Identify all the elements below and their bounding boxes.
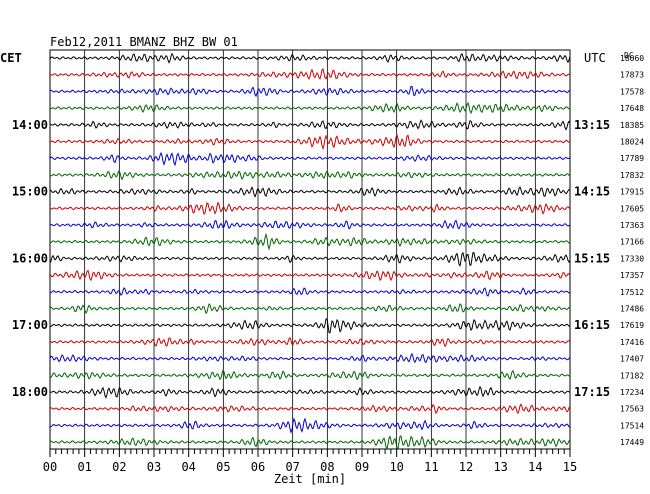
trace-line [49,269,571,282]
x-tick-label: 11 [424,460,438,474]
trace-line [49,336,571,348]
trace-line [49,385,571,399]
trace-line [49,101,571,115]
trace-line [49,369,571,381]
x-tick-label: 12 [459,460,473,474]
left-timezone-label: CET [0,51,22,65]
trace-line [49,352,571,364]
trace-line [49,119,571,131]
trace-line [49,403,571,415]
left-time-label: 16:00 [12,251,48,265]
dc-value: 18024 [620,138,644,147]
dc-value: 17416 [620,338,644,347]
dc-value: 17563 [620,405,644,414]
trace-line [49,219,571,230]
dc-value: 17605 [620,204,644,213]
dc-value: 17915 [620,188,644,197]
trace-line [49,286,571,297]
chart-title: Feb12,2011 BMANZ BHZ BW 01 [50,35,238,49]
right-time-label: 16:15 [574,318,610,332]
dc-value: 17619 [620,321,644,330]
x-tick-label: 08 [320,460,334,474]
trace-line [49,68,571,81]
left-time-label: 15:00 [12,185,48,199]
x-tick-label: 05 [216,460,230,474]
trace-line [49,303,571,315]
trace-line [49,169,571,181]
x-tick-label: 15 [563,460,577,474]
dc-column-header: DC [624,51,634,60]
trace-line [49,151,571,167]
trace-line [49,251,571,268]
dc-values: 18060 17873 17578 17648 18385 18024 17789 17832… [620,54,644,447]
time-axis: 00 01 02 03 04 05 06 07 08 09 10 11 12 13 14 15 [43,449,577,474]
dc-value: 17648 [620,104,644,113]
trace-line [49,133,571,151]
trace-line [49,186,571,198]
right-timezone-label: UTC [584,51,606,65]
trace-line [49,201,571,215]
x-tick-label: 00 [43,460,57,474]
dc-value: 18060 [620,54,644,63]
x-tick-label: 04 [181,460,195,474]
right-time-label: 13:15 [574,118,610,132]
dc-value: 17486 [620,305,644,314]
left-time-label: 17:00 [12,318,48,332]
seismic-traces [49,52,571,450]
x-tick-label: 14 [528,460,542,474]
dc-value: 17330 [620,254,644,263]
trace-line [49,232,571,251]
trace-line [49,417,571,434]
dc-value: 17407 [620,355,644,364]
dc-value: 17449 [620,438,644,447]
dc-value: 17514 [620,421,644,430]
x-tick-label: 09 [355,460,369,474]
right-time-labels: 13:15 14:15 15:15 16:15 17:15 [574,118,610,399]
trace-line [49,317,571,334]
left-time-label: 18:00 [12,385,48,399]
dc-value: 17512 [620,288,644,297]
dc-value: 17789 [620,154,644,163]
x-tick-label: 10 [389,460,403,474]
trace-line [49,435,571,450]
dc-value: 17166 [620,238,644,247]
dc-value: 17234 [620,388,644,397]
trace-line [49,52,571,64]
dc-value: 17357 [620,271,644,280]
dc-value: 17182 [620,371,644,380]
right-time-label: 14:15 [574,185,610,199]
trace-line [49,85,571,98]
x-tick-label: 03 [147,460,161,474]
dc-value: 17363 [620,221,644,230]
x-tick-label: 06 [251,460,265,474]
left-time-labels: 14:00 15:00 16:00 17:00 18:00 [12,118,48,399]
dc-value: 18385 [620,121,644,130]
x-axis-label: Zeit [min] [274,472,346,486]
left-time-label: 14:00 [12,118,48,132]
x-tick-label: 01 [77,460,91,474]
x-tick-label: 07 [285,460,299,474]
dc-value: 17578 [620,87,644,96]
dc-value: 17873 [620,71,644,80]
grid-lines [49,49,571,450]
right-time-label: 15:15 [574,251,610,265]
x-tick-label: 02 [112,460,126,474]
x-tick-label: 13 [493,460,507,474]
right-time-label: 17:15 [574,385,610,399]
dc-value: 17832 [620,171,644,180]
